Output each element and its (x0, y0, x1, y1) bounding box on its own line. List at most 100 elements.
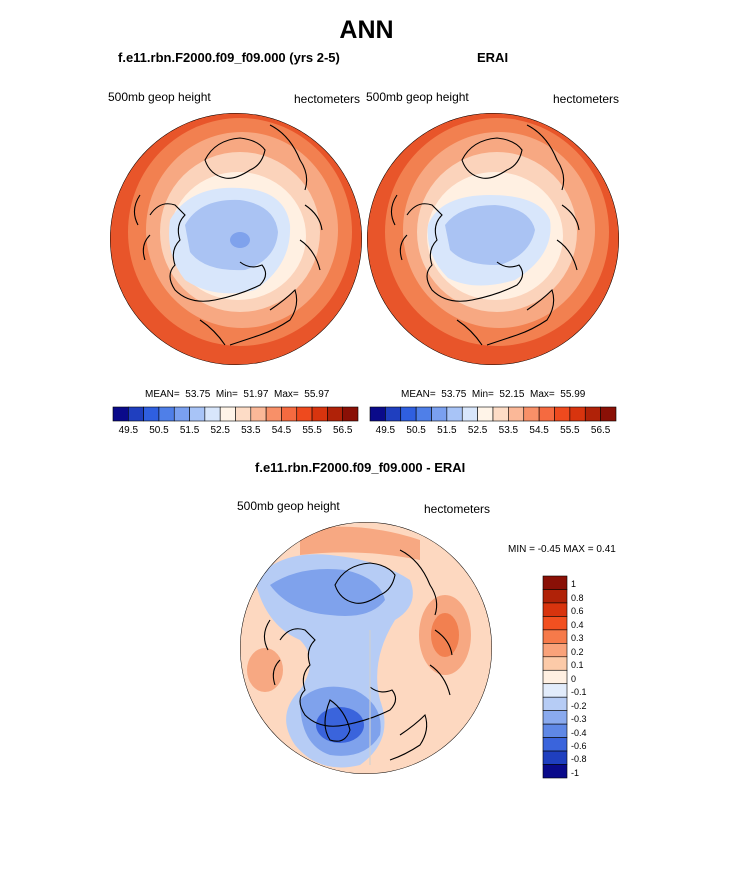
colorbar-diff-tick-label: 0.8 (571, 592, 584, 603)
colorbar-panel-2-cell (446, 406, 463, 422)
panel-2-min-value: 52.15 (499, 389, 525, 400)
panel-2-max-label: Max= (530, 389, 555, 400)
diff-coastlines (263, 549, 453, 765)
diff-panel-min-max: MIN = -0.45 MAX = 0.41 (508, 544, 616, 555)
colorbar-diff-tick-label: -0.6 (571, 741, 587, 752)
colorbar-panel-1-cell (250, 406, 267, 422)
panel-1-min-value: 51.97 (243, 389, 269, 400)
colorbar-diff-tick-label: -0.1 (571, 687, 587, 698)
colorbar-panel-1-cell (204, 406, 221, 422)
diff-positive-east-core (431, 613, 459, 657)
colorbar-diff-tick-label: 0.4 (571, 619, 584, 630)
colorbar-panel-1-cell (327, 406, 343, 422)
colorbar-panel-2-tick-label: 55.5 (560, 425, 580, 436)
diff-map (240, 522, 492, 774)
colorbar-panel-2-cell (492, 406, 509, 422)
panel-2-coastlines (390, 124, 580, 346)
colorbar-diff-tick-label: 1 (571, 579, 577, 590)
colorbar-panel-2-cell (538, 406, 555, 422)
panel-2-variable-label: 500mb geop height (366, 90, 469, 104)
colorbar-panel-2-cell (584, 406, 601, 422)
colorbar-panel-2-tick-label: 51.5 (437, 425, 457, 436)
colorbar-diff-tick-label: 0.1 (571, 660, 584, 671)
colorbar-diff-tick-label: 0.3 (571, 633, 584, 644)
panel-2-mean-label: MEAN= (401, 389, 436, 400)
figure-title: ANN (339, 16, 394, 44)
colorbar-panel-1 (112, 406, 359, 422)
colorbar-diff-tick-label: 0.2 (571, 646, 584, 657)
colorbar-panel-2-cell (369, 406, 386, 422)
colorbar-diff-cell (542, 616, 568, 631)
colorbar-panel-2-tick-label: 54.5 (529, 425, 549, 436)
colorbar-panel-2 (369, 406, 617, 422)
colorbar-diff-cell (542, 669, 568, 685)
colorbar-panel-1-tick-label: 49.5 (118, 425, 139, 436)
panel-1-units-label: hectometers (294, 92, 361, 106)
panel-1-title: f.e11.rbn.F2000.f09_f09.000 (yrs 2-5) (118, 50, 340, 65)
colorbar-panel-2-cell (461, 406, 478, 422)
colorbar-panel-1-cell (219, 406, 236, 422)
colorbar-panel-1-cell (235, 406, 252, 422)
colorbar-diff-cell (542, 589, 568, 604)
colorbar-panel-1-cell (158, 406, 175, 422)
panel-2-max-value: 55.99 (560, 389, 586, 400)
panel-1-max-label: Max= (274, 389, 299, 400)
colorbar-panel-2-cell (569, 406, 586, 422)
diff-negative-core (316, 707, 364, 743)
colorbar-diff-cell (542, 764, 568, 779)
panel-1-min-label: Min= (215, 389, 238, 400)
diff-panel-units-label: hectometers (424, 502, 491, 516)
colorbar-diff-cell (542, 602, 568, 617)
colorbar-panel-1-tick-label: 53.5 (241, 425, 261, 436)
colorbar-diff-cell (542, 723, 568, 738)
colorbar-panel-1-cell (112, 406, 129, 422)
colorbar-panel-1-cell (128, 406, 144, 422)
colorbar-panel-1-cell (296, 406, 313, 422)
panel-1-stats: MEAN= 53.75 Min= 51.97 Max= 55.97 (145, 389, 329, 400)
panel-1-mean-label: MEAN= (145, 389, 180, 400)
colorbar-panel-1-cell (189, 406, 206, 422)
colorbar-diff-tick-label: 0.6 (571, 606, 584, 617)
colorbar-panel-1-cell (342, 406, 359, 422)
colorbar-diff-cell (542, 710, 568, 725)
colorbar-diff (542, 575, 568, 779)
colorbar-panel-2-cell (508, 406, 525, 422)
panel-1-coastlines (133, 124, 323, 346)
panel-1-map (110, 113, 362, 365)
panel-2-title: ERAI (477, 50, 509, 65)
colorbar-diff-tick-label: -0.8 (571, 754, 587, 765)
colorbar-panel-2-tick-label: 53.5 (498, 425, 519, 436)
colorbar-panel-1-cell (281, 406, 298, 422)
panel-2-mean-value: 53.75 (441, 389, 467, 400)
diff-positive-west (247, 648, 283, 692)
colorbar-panel-1-tick-label: 51.5 (179, 425, 200, 436)
colorbar-diff-cell (542, 656, 568, 671)
colorbar-panel-2-cell (477, 406, 494, 422)
colorbar-panel-1-cell (311, 406, 328, 422)
colorbar-panel-1-cell (173, 406, 190, 422)
colorbar-panel-2-cell (400, 406, 417, 422)
colorbar-panel-2-tick-label: 52.5 (467, 425, 488, 436)
colorbar-panel-2-tick-label: 50.5 (406, 425, 426, 436)
colorbar-panel-2-cell (415, 406, 432, 422)
colorbar-panel-2-tick-label: 49.5 (375, 425, 396, 436)
colorbar-diff-cell (542, 643, 568, 658)
colorbar-diff-cell (542, 629, 568, 644)
colorbar-panel-1-cell (143, 406, 160, 422)
diff-positive-north (300, 526, 420, 560)
diff-negative-north (270, 569, 385, 616)
colorbar-panel-1-tick-label: 54.5 (271, 425, 292, 436)
diff-panel-title: f.e11.rbn.F2000.f09_f09.000 - ERAI (255, 460, 466, 475)
panel-2-low-blue (445, 205, 535, 266)
colorbar-panel-1-cell (265, 406, 282, 422)
colorbar-diff-cell (542, 683, 568, 698)
colorbar-diff-cell (542, 750, 568, 765)
colorbar-diff-tick-label: 0 (571, 673, 577, 684)
colorbar-diff-tick-label: -0.4 (571, 727, 587, 738)
panel-2-min-label: Min= (471, 389, 494, 400)
colorbar-panel-2-cell (385, 406, 402, 422)
panel-2-stats: MEAN= 53.75 Min= 52.15 Max= 55.99 (401, 389, 585, 400)
panel-1-max-value: 55.97 (304, 389, 330, 400)
colorbar-panel-2-cell (431, 406, 448, 422)
